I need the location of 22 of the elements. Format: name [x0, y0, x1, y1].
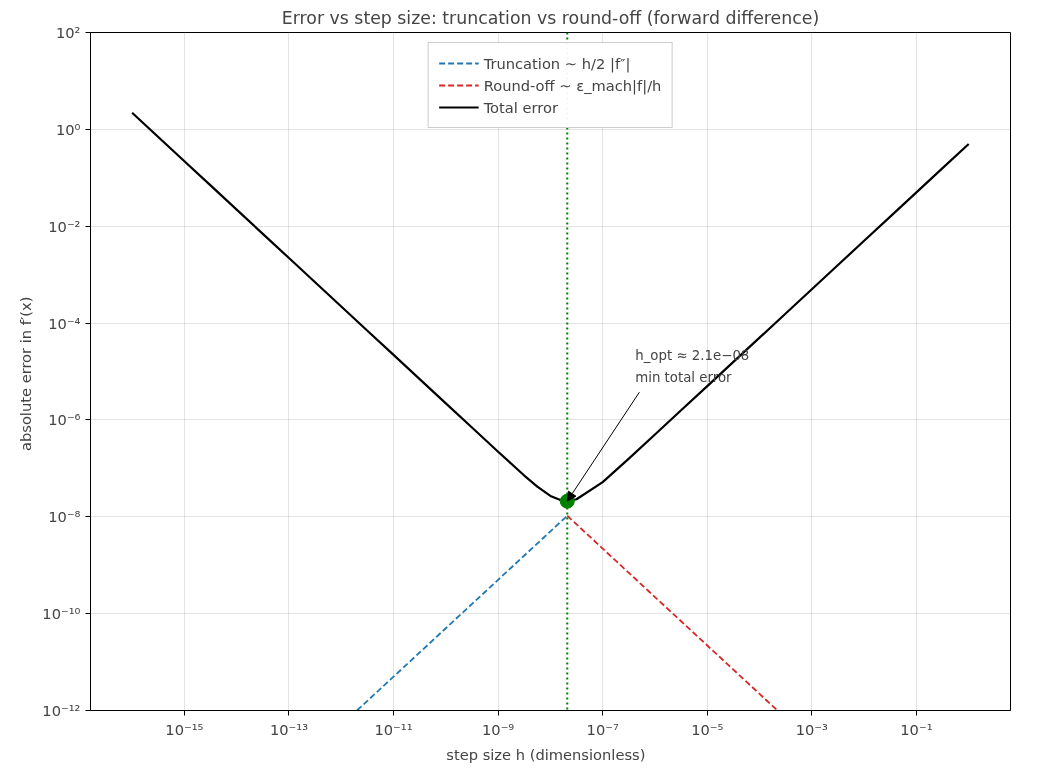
y-tick-label: 10⁻⁶: [48, 411, 81, 429]
x-tick-label: 10⁻¹³: [269, 720, 309, 738]
x-tick-label: 10⁻³: [795, 720, 829, 738]
x-tick-label: 10⁻⁷: [586, 720, 619, 738]
x-tick-label: 10⁻¹¹: [374, 720, 413, 738]
legend-label: Total error: [483, 98, 559, 116]
y-tick-label: 10⁰: [55, 120, 81, 138]
chart-title: Error vs step size: truncation vs round-off (forward difference): [281, 7, 820, 28]
y-tick-label: 10⁻²: [48, 217, 81, 235]
x-tick-label: 10⁻⁹: [481, 720, 515, 738]
y-tick-label: 10⁻⁸: [48, 508, 81, 526]
legend-label: Truncation ∼ h/2 |f″|: [483, 54, 631, 72]
legend-label: Round-off ∼ ε_mach|f|/h: [483, 76, 662, 94]
x-tick-label: 10⁻¹: [900, 720, 933, 738]
x-tick-label: 10⁻⁵: [691, 720, 724, 738]
y-tick-label: 10⁻¹⁰: [42, 605, 81, 623]
x-tick-label: 10⁻¹⁵: [165, 720, 204, 738]
y-tick-label: 10⁻⁴: [48, 314, 81, 332]
y-axis-title: absolute error in f′(x): [17, 296, 35, 452]
x-axis-title: step size h (dimensionless): [446, 745, 646, 763]
y-tick-label: 10²: [55, 24, 81, 41]
y-tick-label: 10⁻¹²: [42, 702, 81, 719]
